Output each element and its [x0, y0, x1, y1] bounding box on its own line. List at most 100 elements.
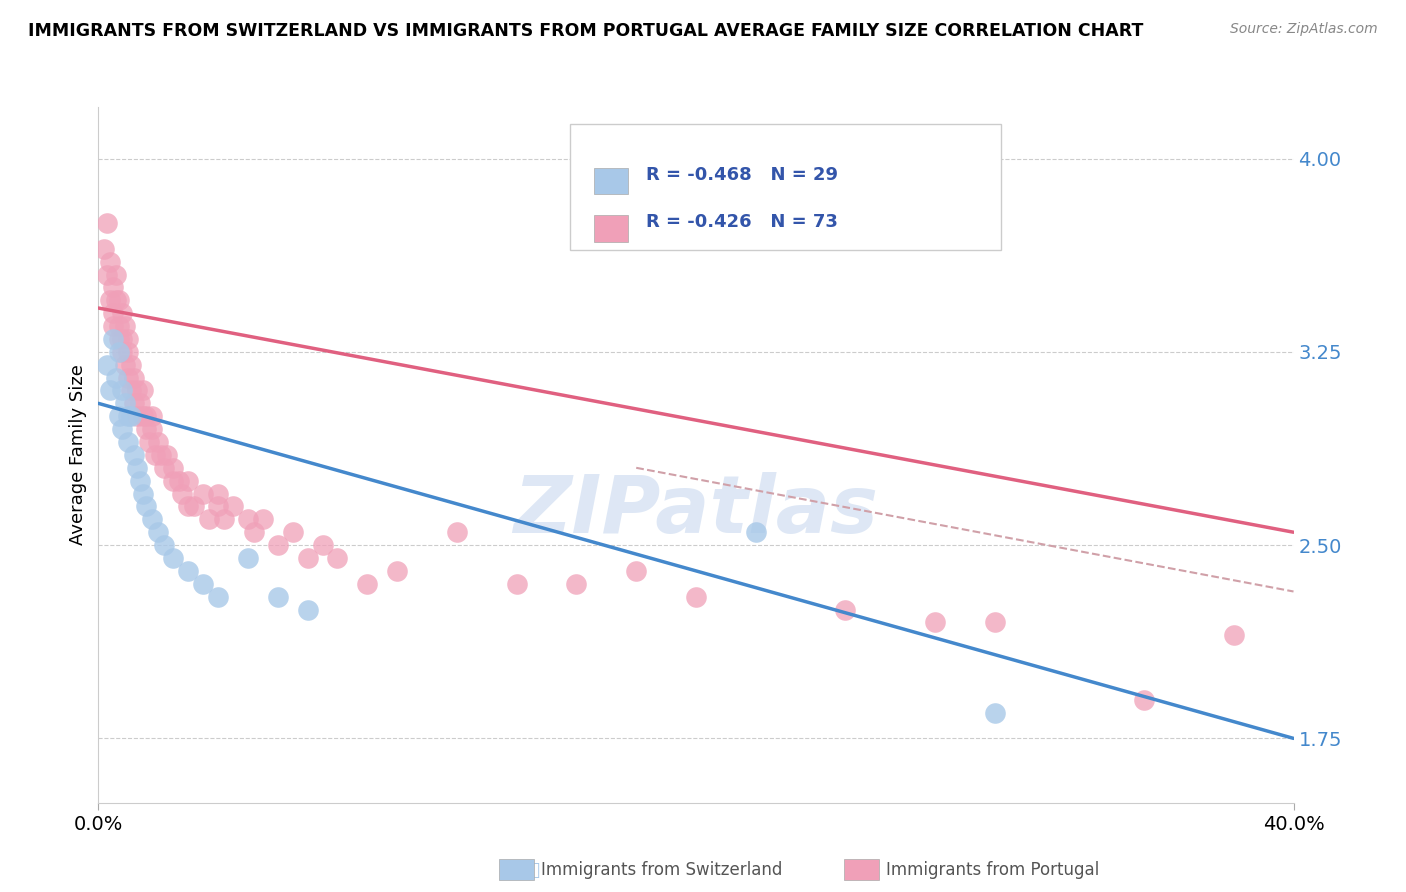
Text: R = -0.468   N = 29: R = -0.468 N = 29	[647, 166, 838, 184]
Point	[222, 500, 245, 514]
Point	[111, 344, 134, 359]
Point	[172, 486, 194, 500]
Point	[138, 435, 160, 450]
Text: Immigrants from Switzerland: Immigrants from Switzerland	[541, 861, 783, 879]
Point	[108, 409, 131, 424]
Point	[385, 564, 409, 578]
Point	[141, 512, 163, 526]
Point	[565, 576, 588, 591]
Point	[98, 384, 122, 398]
Point	[834, 602, 856, 616]
Point	[207, 500, 229, 514]
Point	[983, 615, 1005, 630]
Point	[1223, 628, 1246, 642]
Point	[207, 486, 229, 500]
Point	[924, 615, 946, 630]
Point	[120, 409, 142, 424]
Point	[212, 512, 235, 526]
Point	[103, 332, 125, 346]
Text: R = -0.426   N = 73: R = -0.426 N = 73	[647, 213, 838, 231]
Point	[135, 409, 157, 424]
Point	[135, 500, 157, 514]
Point	[108, 344, 131, 359]
Point	[124, 370, 146, 384]
Point	[153, 460, 176, 475]
Point	[143, 448, 166, 462]
Point	[120, 384, 142, 398]
Point	[177, 474, 200, 488]
Point	[132, 409, 155, 424]
Point	[506, 576, 529, 591]
Point	[243, 525, 266, 540]
Point	[127, 409, 149, 424]
Point	[108, 319, 131, 334]
Point	[103, 306, 125, 320]
Point	[111, 384, 134, 398]
Point	[167, 474, 190, 488]
Point	[311, 538, 333, 552]
Point	[111, 332, 134, 346]
Point	[117, 409, 139, 424]
Point	[983, 706, 1005, 720]
Point	[111, 306, 134, 320]
Point	[117, 344, 139, 359]
Bar	[595, 215, 628, 242]
Point	[96, 216, 118, 230]
Point	[198, 512, 221, 526]
Bar	[595, 168, 628, 194]
Point	[148, 525, 170, 540]
Point	[105, 268, 128, 282]
Point	[685, 590, 707, 604]
Point	[96, 268, 118, 282]
Text: Source: ZipAtlas.com: Source: ZipAtlas.com	[1230, 22, 1378, 37]
Point	[98, 293, 122, 308]
Point	[150, 448, 173, 462]
Point	[108, 293, 131, 308]
Text: ZIPatlas: ZIPatlas	[513, 472, 879, 549]
Point	[124, 396, 146, 410]
Point	[236, 512, 259, 526]
Point	[745, 525, 768, 540]
Point	[141, 422, 163, 436]
Point	[108, 332, 131, 346]
Point	[141, 409, 163, 424]
Point	[153, 538, 176, 552]
Point	[120, 358, 142, 372]
Point	[127, 384, 149, 398]
Point	[132, 486, 155, 500]
Point	[207, 590, 229, 604]
Point	[252, 512, 274, 526]
Point	[111, 422, 134, 436]
Point	[117, 370, 139, 384]
Point	[446, 525, 468, 540]
Point	[148, 435, 170, 450]
Point	[297, 551, 319, 566]
Point	[132, 384, 155, 398]
Text: Immigrants from Portugal: Immigrants from Portugal	[886, 861, 1099, 879]
Point	[127, 460, 149, 475]
Point	[117, 435, 139, 450]
Point	[114, 358, 136, 372]
Point	[117, 332, 139, 346]
Point	[114, 319, 136, 334]
Point	[183, 500, 205, 514]
Point	[156, 448, 179, 462]
Point	[103, 319, 125, 334]
Point	[93, 242, 115, 256]
Point	[297, 602, 319, 616]
Point	[267, 538, 290, 552]
Point	[267, 590, 290, 604]
Y-axis label: Average Family Size: Average Family Size	[69, 365, 87, 545]
Point	[1133, 692, 1156, 706]
Text: IMMIGRANTS FROM SWITZERLAND VS IMMIGRANTS FROM PORTUGAL AVERAGE FAMILY SIZE CORR: IMMIGRANTS FROM SWITZERLAND VS IMMIGRANT…	[28, 22, 1143, 40]
Point	[191, 486, 214, 500]
Point	[105, 370, 128, 384]
FancyBboxPatch shape	[571, 124, 1001, 250]
Point	[98, 254, 122, 268]
Point	[135, 422, 157, 436]
Point	[96, 358, 118, 372]
Point	[129, 396, 152, 410]
Point	[281, 525, 304, 540]
Point	[162, 460, 184, 475]
Point	[103, 280, 125, 294]
